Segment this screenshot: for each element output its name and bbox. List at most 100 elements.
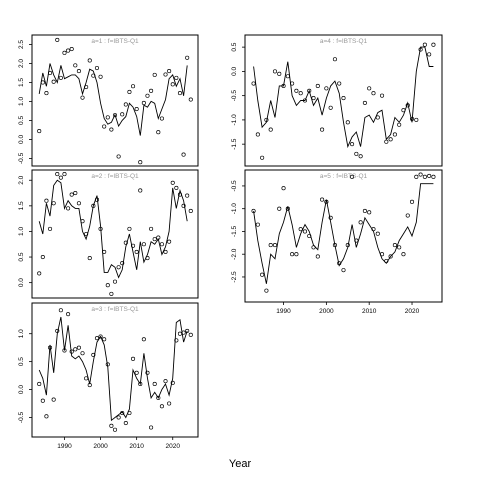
panel-2-y-tick-label: 0.5 xyxy=(18,252,25,261)
panel-5-observed-point xyxy=(362,208,367,214)
panel-1-observed-point xyxy=(134,106,139,112)
panel-5-observed-point xyxy=(388,254,393,259)
panel-3-fitted-line xyxy=(38,316,188,422)
panel-1-observed-point xyxy=(116,154,121,159)
panel-2-title: a=2 : f=IBTS-Q1 xyxy=(91,173,139,180)
panel-1-observed-point xyxy=(138,160,143,165)
panel-3-y-tick-label: 0.0 xyxy=(18,385,25,394)
panel-1-observed-point xyxy=(80,95,85,100)
panel-2-observed-point xyxy=(66,206,71,211)
panel-1-observed-point xyxy=(94,65,100,71)
panel-4-observed-point xyxy=(285,74,290,79)
panel-3-observed-point xyxy=(76,345,81,350)
panel-3-observed-point xyxy=(51,397,56,402)
panel-2-observed-point xyxy=(149,226,154,231)
panel-4-observed-point xyxy=(414,117,419,122)
panel-3-observed-point xyxy=(109,423,114,428)
panel-2-observed-point xyxy=(163,249,168,254)
panel-5-observed-point xyxy=(409,199,415,204)
panel-3-observed-point xyxy=(94,336,100,341)
panel-3-observed-point xyxy=(73,347,78,352)
panel-2-fitted-line xyxy=(38,179,188,279)
panel-4-observed-point xyxy=(337,81,342,86)
panel-2-observed-point xyxy=(73,190,78,196)
panel-1-observed-point xyxy=(181,152,186,157)
panel-5-x-tick-label: 2010 xyxy=(362,308,377,315)
panel-3-observed-point xyxy=(123,420,128,426)
panel-4-observed-point xyxy=(315,83,320,88)
panel-2-observed-point xyxy=(37,271,42,276)
panel-5-observed-point xyxy=(358,220,363,225)
panel-1-observed-point xyxy=(105,115,110,120)
panel-5-observed-point xyxy=(427,173,432,178)
panel-3-observed-point xyxy=(116,415,121,420)
panel-2: a=2 : f=IBTS-Q1 0.0 0.5 1.0 1.5 2.0 xyxy=(18,169,199,299)
panel-4-observed-point xyxy=(298,91,303,96)
figure-x-axis-label: Year xyxy=(228,458,252,470)
panel-2-observed-point xyxy=(47,226,53,231)
panel-5-observed-point xyxy=(281,186,286,191)
panel-1-observed-point xyxy=(44,91,49,96)
panel-4-observed-point xyxy=(277,71,282,76)
panel-1-observed-point xyxy=(76,69,81,74)
panel-5-observed-point xyxy=(418,172,423,177)
panel-3-observed-point xyxy=(188,332,193,337)
panel-1-title: a=1 : f=IBTS-Q1 xyxy=(91,38,139,45)
panel-2-observed-point xyxy=(40,254,45,260)
panel-1-observed-point xyxy=(55,37,60,42)
panel-5-observed-point xyxy=(350,174,355,179)
panel-1-observed-point xyxy=(87,58,92,63)
panel-5-observed-point xyxy=(255,222,260,227)
panel-3-frame xyxy=(31,302,199,438)
panel-5-observed-point xyxy=(397,245,402,250)
panel-4-observed-point xyxy=(431,42,436,47)
panel-5-title: a=5 : f=IBTS-Q1 xyxy=(320,173,368,180)
panel-3-title: a=3 : f=IBTS-Q1 xyxy=(91,306,139,313)
panel-2-observed-point xyxy=(185,193,190,198)
panel-3-x-tick-label: 2010 xyxy=(129,443,144,450)
panel-4-observed-point xyxy=(332,57,337,62)
panel-4-observed-point xyxy=(392,132,397,137)
panel-4-observed-point xyxy=(379,93,385,98)
panel-2-observed-point xyxy=(167,239,172,244)
panel-1-observed-point xyxy=(170,82,175,87)
panel-2-observed-point xyxy=(152,237,157,242)
panel-2-observed-point xyxy=(120,261,125,266)
panel-1-observed-point xyxy=(62,50,67,55)
panel-4-observed-point xyxy=(294,88,299,93)
panel-5-observed-point xyxy=(302,229,308,234)
panel-2-observed-point xyxy=(55,172,60,177)
panel-1-frame xyxy=(31,34,199,167)
panel-1-y-tick-label: 0.0 xyxy=(18,135,25,144)
panel-3-observed-point xyxy=(141,337,146,342)
panel-1-observed-point xyxy=(98,74,103,79)
panel-3-observed-point xyxy=(84,376,89,381)
panel-2-observed-point xyxy=(188,208,193,214)
panel-4-observed-point xyxy=(311,96,316,101)
panel-1-observed-point xyxy=(123,102,128,107)
panel-2-observed-point xyxy=(170,180,175,185)
panel-3-observed-point xyxy=(149,425,154,430)
panel-1-observed-point xyxy=(112,113,118,118)
panel-1-observed-point xyxy=(159,116,164,121)
panel-5-y-tick-label: -2.0 xyxy=(231,248,238,260)
panel-5-observed-point xyxy=(294,252,299,257)
panel-1-observed-point xyxy=(174,75,179,80)
panel-3-y-tick-label: -0.5 xyxy=(18,411,25,423)
panel-3-observed-point xyxy=(185,328,190,333)
panel-3-observed-point xyxy=(134,370,139,375)
panel-1-y-tick-label: 0.5 xyxy=(18,116,25,125)
panel-1-observed-point xyxy=(149,88,154,93)
panel-1: a=1 : f=IBTS-Q1 -0.5 0.0 0.5 1.0 1.5 2.0 2.5 xyxy=(18,34,199,167)
panel-3-observed-point xyxy=(37,381,42,387)
panel-4-observed-point xyxy=(427,52,432,57)
panel-4-observed-point xyxy=(328,105,333,110)
panel-1-observed-point xyxy=(185,55,190,60)
panel-5-observed-point xyxy=(401,252,406,257)
panel-4-y-tick-label: -1.0 xyxy=(231,114,238,126)
panel-1-observed-point xyxy=(109,127,114,132)
panel-2-y-tick-label: 2.0 xyxy=(18,175,25,184)
panel-1-y-tick-label: 1.0 xyxy=(18,97,25,106)
panel-2-y-tick-label: 1.5 xyxy=(18,201,25,210)
panel-4-observed-point xyxy=(320,127,325,132)
